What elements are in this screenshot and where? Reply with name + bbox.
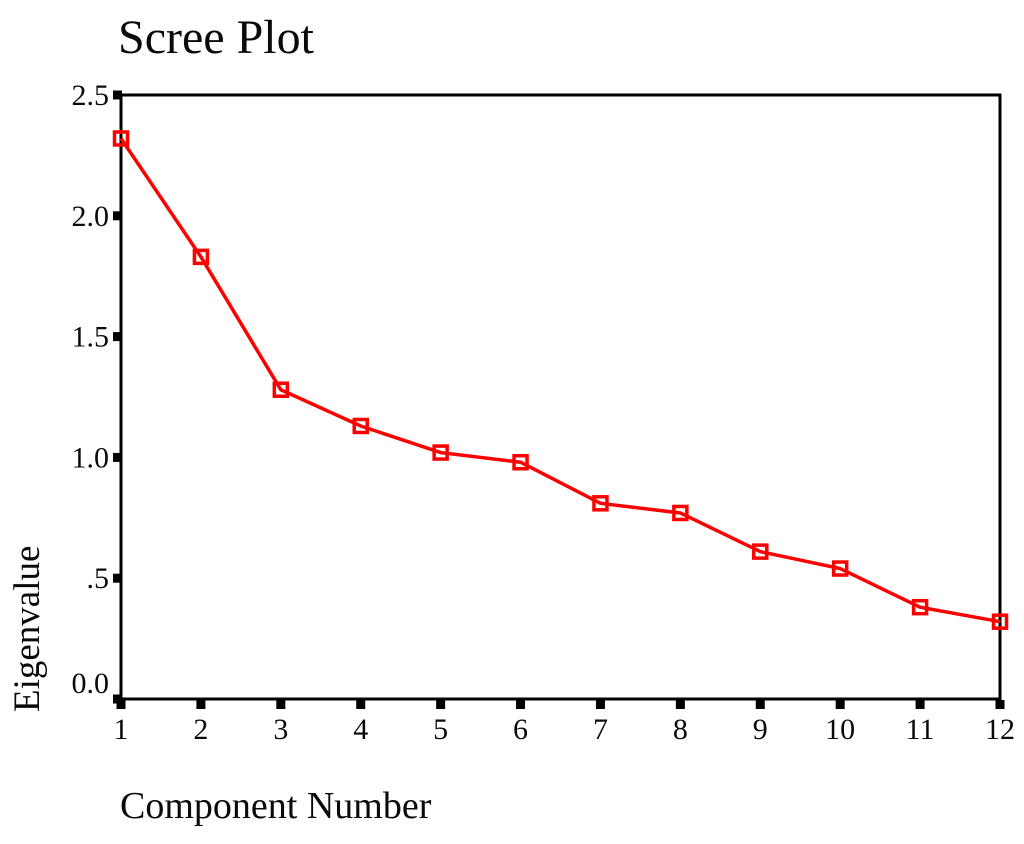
x-tick-mark [755, 700, 765, 709]
x-tick-mark [835, 700, 845, 709]
y-tick-mark [113, 694, 122, 704]
tick-labels: 0.0.51.01.52.02.51 2 3 4 5 6 7 8 9 10 11 12 [72, 79, 1016, 746]
data-point-marker [991, 613, 1009, 630]
y-tick-label: 2.0 [72, 200, 110, 233]
y-tick-mark [113, 332, 122, 342]
x-tick-mark [116, 700, 126, 709]
axis-ticks [113, 90, 1005, 709]
x-tick-mark [276, 700, 286, 709]
eigenvalue-line-series [112, 130, 1009, 630]
data-point-marker [752, 543, 769, 560]
x-tick-label: 1 [114, 713, 129, 746]
x-tick-label: 5 [433, 713, 448, 746]
y-tick-mark [113, 452, 122, 462]
x-tick-label: 6 [513, 713, 528, 746]
x-tick-label: 10 [825, 713, 855, 746]
x-tick-mark [675, 700, 685, 709]
x-tick-label: 3 [273, 713, 288, 746]
data-point-marker [272, 381, 290, 399]
x-tick-mark [915, 700, 925, 709]
x-tick-mark [356, 700, 366, 709]
x-tick-label: 12 [985, 713, 1015, 746]
data-point-marker [192, 248, 210, 266]
x-tick-label: 8 [673, 713, 688, 746]
data-point-marker [432, 444, 449, 461]
data-point-marker [831, 560, 849, 577]
series-line [119, 137, 1001, 624]
x-tick-mark [196, 700, 206, 709]
x-tick-mark [595, 700, 605, 709]
y-tick-label: 1.0 [72, 441, 110, 474]
y-tick-label: 0.0 [72, 667, 110, 700]
data-point-marker [672, 504, 689, 522]
x-axis-title: Component Number [120, 785, 432, 827]
x-tick-label: 7 [593, 713, 608, 746]
data-point-marker [352, 417, 369, 435]
x-tick-label: 11 [906, 713, 935, 746]
y-tick-mark [113, 90, 122, 100]
x-tick-label: 9 [753, 713, 768, 746]
data-point-marker [112, 130, 130, 147]
axis-frame [119, 93, 1002, 701]
x-tick-mark [436, 700, 446, 709]
x-tick-mark [995, 700, 1005, 709]
y-tick-label: 2.5 [72, 79, 110, 112]
y-tick-mark [113, 211, 122, 221]
plot-frame [119, 93, 1002, 701]
data-point-marker [911, 598, 929, 616]
y-tick-label: .5 [87, 562, 110, 595]
x-tick-mark [516, 700, 526, 709]
data-point-marker [512, 453, 529, 471]
y-tick-label: 1.5 [72, 321, 110, 354]
chart-title: Scree Plot [118, 11, 314, 64]
y-tick-mark [113, 573, 122, 583]
x-tick-label: 2 [193, 713, 208, 746]
data-point-marker [592, 495, 609, 512]
plot-canvas: 0.0.51.01.52.02.51 2 3 4 5 6 7 8 9 10 11 12 [72, 79, 1016, 746]
x-tick-label: 4 [353, 713, 368, 746]
